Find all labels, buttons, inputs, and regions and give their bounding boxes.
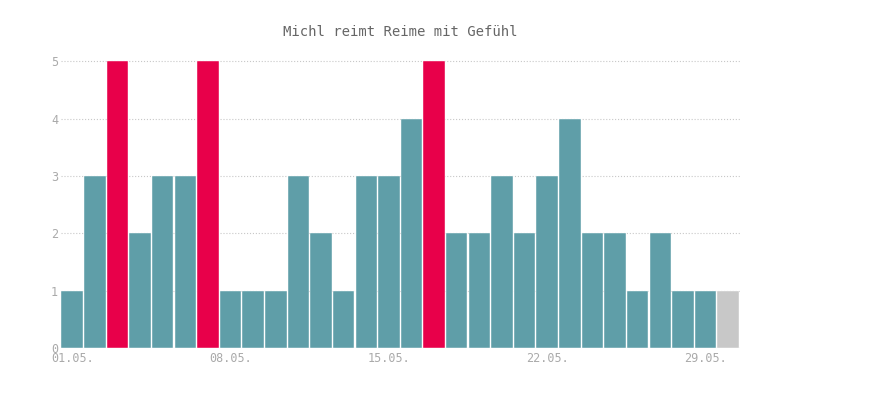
Bar (604, 233, 625, 348)
Bar (355, 176, 376, 348)
Bar (152, 176, 173, 348)
Bar (694, 291, 715, 348)
Bar (672, 291, 693, 348)
Bar (401, 118, 421, 348)
Bar (220, 291, 241, 348)
Bar (581, 233, 602, 348)
Bar (288, 176, 308, 348)
Bar (197, 61, 218, 348)
Bar (491, 176, 512, 348)
Bar (242, 291, 263, 348)
Bar (536, 176, 557, 348)
Title: Michl reimt Reime mit Gefühl: Michl reimt Reime mit Gefühl (282, 25, 517, 39)
Bar (423, 61, 444, 348)
Bar (649, 233, 670, 348)
Bar (265, 291, 286, 348)
Bar (717, 291, 738, 348)
Bar (62, 291, 83, 348)
Bar (627, 291, 647, 348)
Bar (107, 61, 128, 348)
Bar (175, 176, 196, 348)
Bar (468, 233, 489, 348)
Bar (84, 176, 105, 348)
Bar (446, 233, 467, 348)
Bar (559, 118, 580, 348)
Bar (514, 233, 534, 348)
Bar (378, 176, 399, 348)
Bar (310, 233, 331, 348)
Bar (129, 233, 150, 348)
Bar (333, 291, 354, 348)
